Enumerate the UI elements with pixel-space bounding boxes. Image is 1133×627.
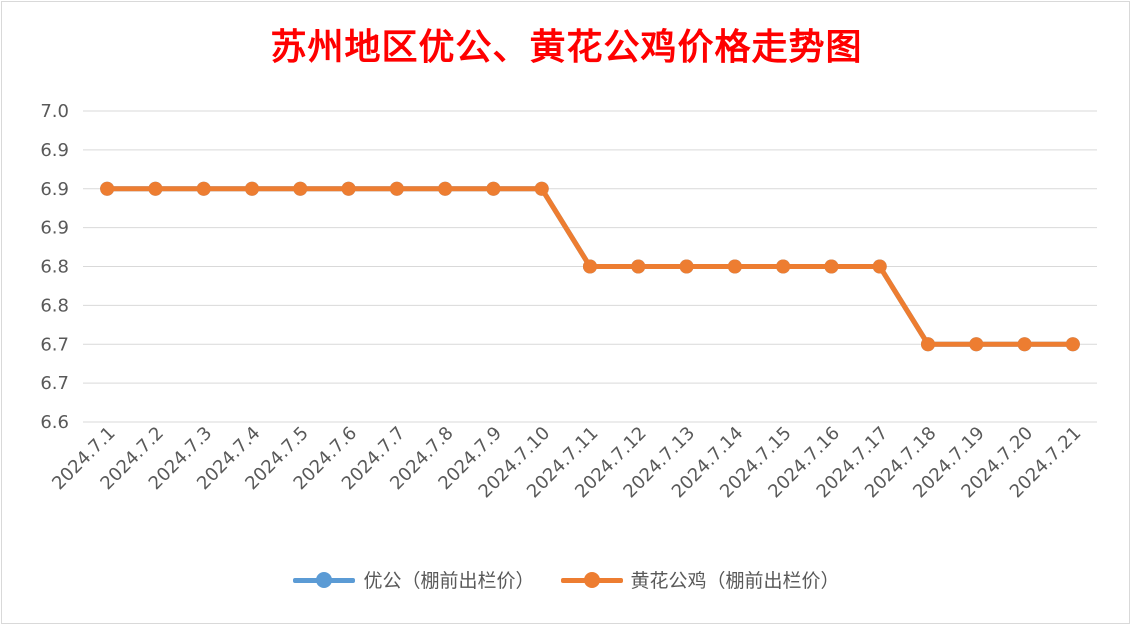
legend-item-huanghua: 黄花公鸡（棚前出栏价） (560, 566, 840, 593)
data-point (486, 181, 501, 196)
data-point (100, 181, 115, 196)
data-point (776, 259, 791, 274)
y-tick-label: 6.9 (40, 179, 69, 200)
data-point (245, 181, 259, 196)
y-tick-label: 6.9 (40, 218, 69, 239)
legend-label-huanghua: 黄花公鸡（棚前出栏价） (630, 570, 840, 592)
x-axis: 2024.7.12024.7.22024.7.32024.7.42024.7.5… (48, 423, 1085, 503)
y-tick-label: 6.9 (40, 140, 69, 161)
legend-swatch-huanghua (560, 570, 623, 590)
data-point (727, 259, 742, 274)
y-tick-label: 6.8 (40, 257, 69, 278)
y-tick-label: 6.7 (40, 334, 69, 355)
data-point (631, 259, 646, 274)
data-point (534, 181, 549, 196)
data-point (293, 181, 308, 196)
chart-title: 苏州地区优公、黄花公鸡价格走势图 (270, 26, 863, 68)
legend-label-youggong: 优公（棚前出栏价） (363, 570, 535, 592)
legend: 优公（棚前出栏价） 黄花公鸡（棚前出栏价） (0, 566, 1133, 593)
data-point (438, 181, 453, 196)
data-point (1017, 337, 1032, 352)
data-point (196, 181, 211, 196)
series-1 (100, 181, 1080, 352)
data-point (341, 181, 356, 196)
y-tick-label: 7.0 (40, 101, 69, 122)
data-point (679, 259, 694, 274)
data-point (824, 259, 839, 274)
series-group (100, 181, 1080, 352)
data-point (872, 259, 887, 274)
y-axis: 6.6 6.7 6.7 6.8 6.8 6.9 6.9 6.9 7.0 (40, 101, 69, 433)
data-point (583, 259, 597, 274)
legend-item-youggong: 优公（棚前出栏价） (293, 566, 535, 593)
data-point (148, 181, 163, 196)
legend-swatch-youggong (293, 570, 356, 590)
y-tick-label: 6.7 (40, 373, 69, 394)
data-point (969, 337, 984, 352)
data-point (389, 181, 404, 196)
y-tick-label: 6.8 (40, 295, 69, 316)
y-tick-label: 6.6 (40, 412, 69, 433)
data-point (1065, 337, 1080, 352)
data-point (921, 337, 935, 352)
